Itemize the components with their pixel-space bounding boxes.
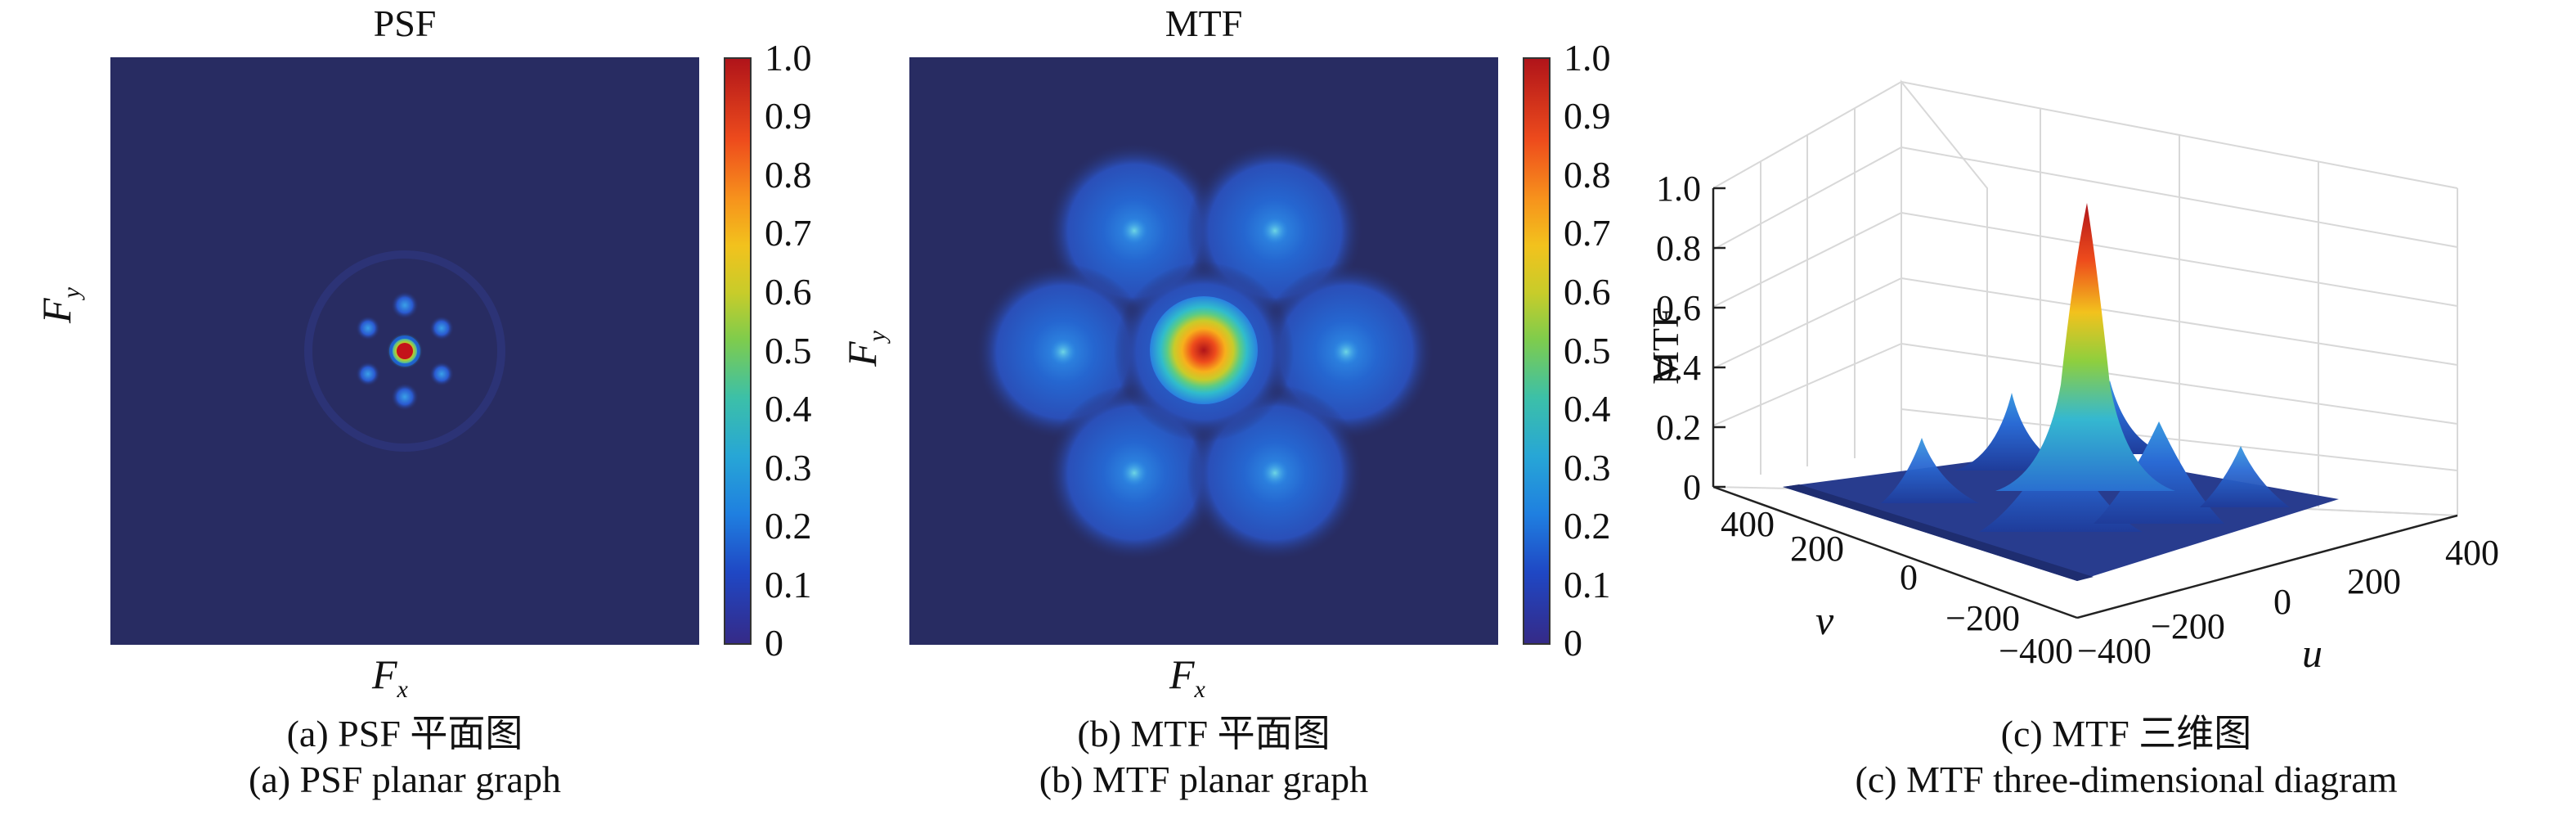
psf-cbar-tick: 0.7 <box>765 212 812 254</box>
mtf-cbar-tick: 0.5 <box>1564 330 1611 371</box>
z-axis-ticks <box>1713 187 1726 489</box>
mtf-caption-cn: (b) MTF 平面图 <box>1077 713 1331 754</box>
mtf-cbar-tick: 0.7 <box>1564 212 1611 254</box>
mtf-cbar-tick: 0.4 <box>1564 388 1611 430</box>
psf-cbar-tick: 0.3 <box>765 447 812 489</box>
psf-cbar-tick: 0.2 <box>765 505 812 547</box>
v-tick-label: 200 <box>1790 529 1844 569</box>
psf-cbar-tick: 0.4 <box>765 388 812 430</box>
mtf-colorbar <box>1523 57 1551 645</box>
z-axis-label: MTF <box>1645 307 1686 385</box>
mtf-cbar-tick: 0.9 <box>1564 95 1611 137</box>
mtf-panel: MTF <box>818 0 1636 815</box>
surface-peak <box>1995 203 2175 491</box>
mtf-cbar-tick: 0.1 <box>1564 564 1611 606</box>
z-tick-label: 0.4 <box>1656 348 1701 388</box>
psf-lobe <box>391 291 419 319</box>
axes <box>1712 188 2458 619</box>
psf-lobe <box>429 316 454 340</box>
mtf-cbar-tick: 0.3 <box>1564 447 1611 489</box>
surface-lobe <box>1881 438 1979 503</box>
psf-lobe <box>391 383 419 411</box>
mtf-cbar-tick: 1.0 <box>1564 37 1611 79</box>
z-tick-label: 1.0 <box>1656 169 1701 209</box>
psf-cbar-tick: 0.5 <box>765 330 812 371</box>
psf-faint-ring <box>304 250 505 452</box>
mtf-core <box>1150 296 1258 404</box>
z-tick-label: 0.8 <box>1656 228 1701 268</box>
psf-title: PSF <box>373 2 437 44</box>
mtf-y-axis-label: Fy <box>839 331 891 367</box>
u-tick-label: 400 <box>2445 533 2499 573</box>
psf-caption-cn: (a) PSF 平面图 <box>286 713 523 754</box>
psf-cbar-tick: 0 <box>765 622 783 664</box>
u-axis-label: u <box>2302 630 2322 676</box>
v-axis-label: v <box>1815 597 1834 643</box>
mtf-3d-plot: 0 0.2 0.4 0.6 0.8 1.0 400 200 0 −200 −40… <box>1645 79 2499 676</box>
psf-caption-en: (a) PSF planar graph <box>249 759 561 800</box>
u-tick-label: −400 <box>2077 631 2152 671</box>
v-tick-label: 0 <box>1900 557 1918 597</box>
z-tick-label: 0.6 <box>1656 288 1701 328</box>
surface-lobe <box>1954 393 2077 471</box>
psf-cbar-tick: 1.0 <box>765 37 812 79</box>
v-tick-label: −400 <box>1999 631 2073 671</box>
mtf-cbar-tick: 0.2 <box>1564 505 1611 547</box>
psf-cbar-tick: 0.1 <box>765 564 812 606</box>
psf-lobe <box>356 362 380 386</box>
mtf-3d-caption-cn: (c) MTF 三维图 <box>2000 713 2252 754</box>
psf-lobe <box>356 316 380 340</box>
mtf-3d-panel: 0 0.2 0.4 0.6 0.8 1.0 400 200 0 −200 −40… <box>1636 0 2576 815</box>
surface-lobe <box>2200 446 2290 507</box>
u-tick-label: 0 <box>2273 582 2291 622</box>
mtf-3d-caption-en: (c) MTF three-dimensional diagram <box>1855 759 2398 800</box>
psf-cbar-tick: 0.9 <box>765 95 812 137</box>
u-tick-label: −200 <box>2151 606 2225 646</box>
psf-core-ring <box>389 335 420 367</box>
mtf-cbar-tick: 0.6 <box>1564 271 1611 313</box>
psf-lobe <box>429 362 454 386</box>
z-tick-label: 0.2 <box>1656 408 1701 448</box>
psf-heatmap <box>110 57 699 645</box>
mtf-title: MTF <box>1165 2 1243 44</box>
psf-x-axis-label: Fx <box>372 651 408 703</box>
psf-colorbar <box>724 57 752 645</box>
mtf-cbar-tick: 0.8 <box>1564 154 1611 196</box>
mtf-caption-en: (b) MTF planar graph <box>1039 759 1369 800</box>
mtf-x-axis-label: Fx <box>1169 651 1205 703</box>
mtf-heatmap <box>909 57 1498 645</box>
u-tick-label: 200 <box>2347 561 2401 601</box>
surface-lobe <box>2094 421 2224 524</box>
psf-y-axis-label: Fy <box>34 287 85 323</box>
psf-panel: PSF <box>0 0 818 815</box>
z-tick-label: 0 <box>1683 467 1701 507</box>
psf-cbar-tick: 0.8 <box>765 154 812 196</box>
v-tick-label: 400 <box>1721 504 1775 544</box>
psf-cbar-tick: 0.6 <box>765 271 812 313</box>
mtf-cbar-tick: 0 <box>1564 622 1582 664</box>
v-tick-label: −200 <box>1945 598 2020 638</box>
